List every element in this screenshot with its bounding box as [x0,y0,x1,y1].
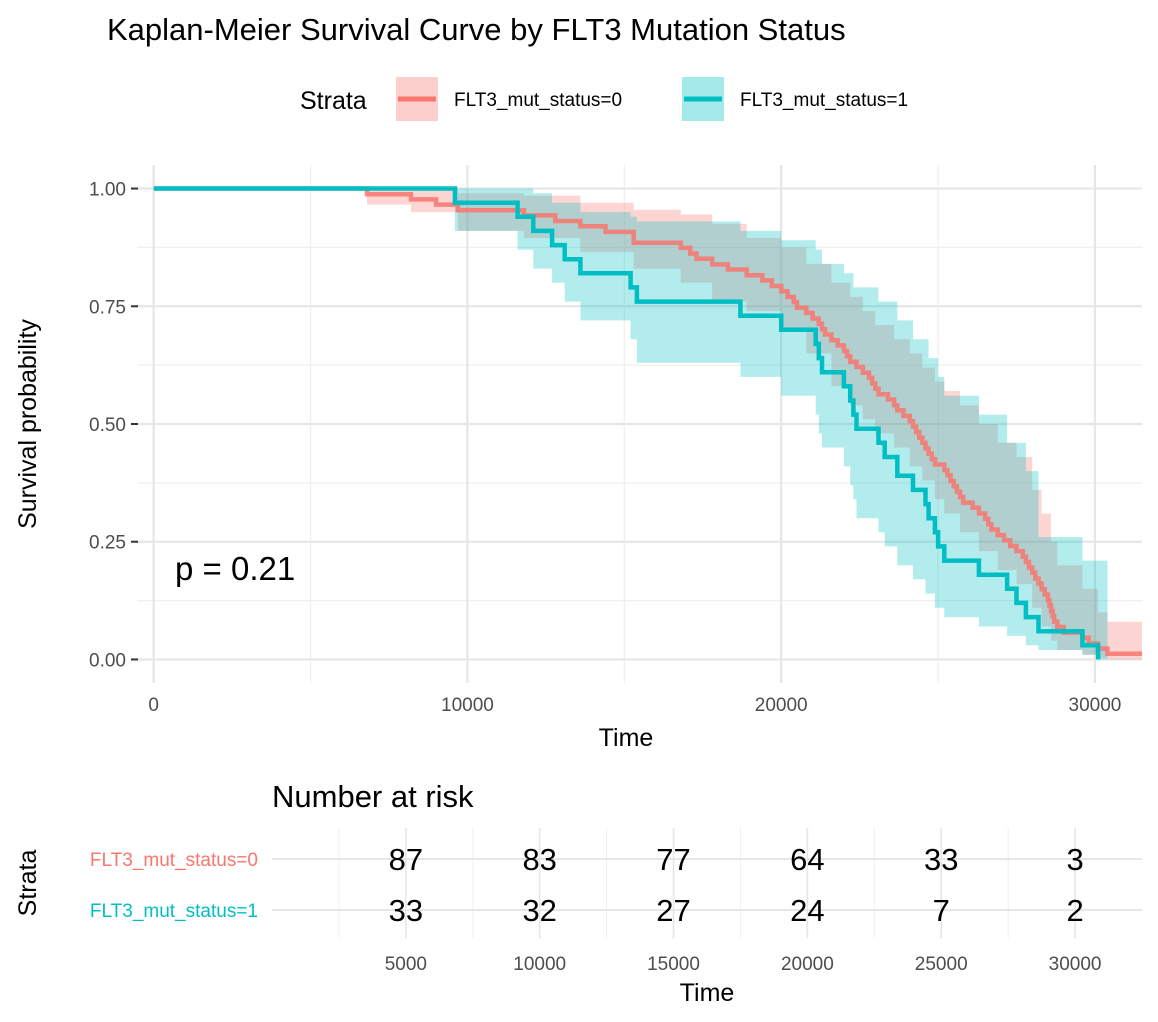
risk-count: 7 [933,893,950,928]
y-tick-label: 0.25 [89,533,126,554]
risk-count: 3 [1066,842,1083,877]
confidence-bands [153,188,1142,660]
risk-row-label-0: FLT3_mut_status=0 [90,850,258,871]
risk-x-tick-label: 15000 [647,954,700,975]
y-axis-title: Survival probability [14,319,42,529]
x-tick-label: 20000 [755,695,808,716]
survival-curve-0 [153,186,1142,657]
survival-curves [153,186,1142,660]
risk-x-tick-label: 25000 [915,954,968,975]
risk-count: 33 [389,893,423,928]
x-tick-label: 10000 [441,695,494,716]
legend-label-1: FLT3_mut_status=1 [740,90,908,111]
ci-band-1 [153,188,1108,660]
risk-count: 32 [522,893,556,928]
y-tick-label: 0.75 [89,297,126,318]
y-tick-label: 0.50 [89,415,126,436]
y-tick-label: 0.00 [89,650,126,671]
legend: Strata FLT3_mut_status=0 FLT3_mut_status… [300,77,908,121]
ci-band-0 [153,188,1142,660]
risk-x-tick-label: 5000 [385,954,427,975]
risk-table-rows: FLT3_mut_status=0 87 83 77 64 33 3FLT3_mut_sta… [90,842,1084,928]
risk-table-x-title: Time [680,979,735,1007]
survival-curve-1 [153,186,1101,660]
risk-count: 33 [924,842,958,877]
risk-count: 24 [790,893,824,928]
risk-table-title: Number at risk [272,779,474,814]
risk-count: 87 [389,842,423,877]
risk-row-label-1: FLT3_mut_status=1 [90,901,258,922]
risk-table-grid [272,828,1142,938]
chart-title: Kaplan-Meier Survival Curve by FLT3 Muta… [107,12,846,47]
legend-title: Strata [300,87,367,115]
p-value-annotation: p = 0.21 [175,550,295,587]
risk-table-x-ticks: 5000 10000 15000 20000 25000 30000 [385,954,1102,975]
x-tick-label: 30000 [1069,695,1122,716]
risk-count: 77 [656,842,690,877]
x-tick-label: 0 [148,695,159,716]
y-tick-label: 1.00 [89,180,126,201]
risk-count: 83 [522,842,556,877]
risk-x-tick-label: 10000 [513,954,566,975]
plot-grid [138,165,1142,683]
risk-count: 27 [656,893,690,928]
x-axis-ticks: 0 10000 20000 30000 [148,695,1121,716]
legend-label-0: FLT3_mut_status=0 [454,90,622,111]
y-axis-ticks: 0.00 0.25 0.50 0.75 1.00 [89,180,138,671]
risk-count: 2 [1066,893,1083,928]
risk-count: 64 [790,842,824,877]
risk-x-tick-label: 30000 [1049,954,1102,975]
risk-x-tick-label: 20000 [781,954,834,975]
risk-table-y-title: Strata [14,850,42,917]
x-axis-title: Time [599,724,654,752]
